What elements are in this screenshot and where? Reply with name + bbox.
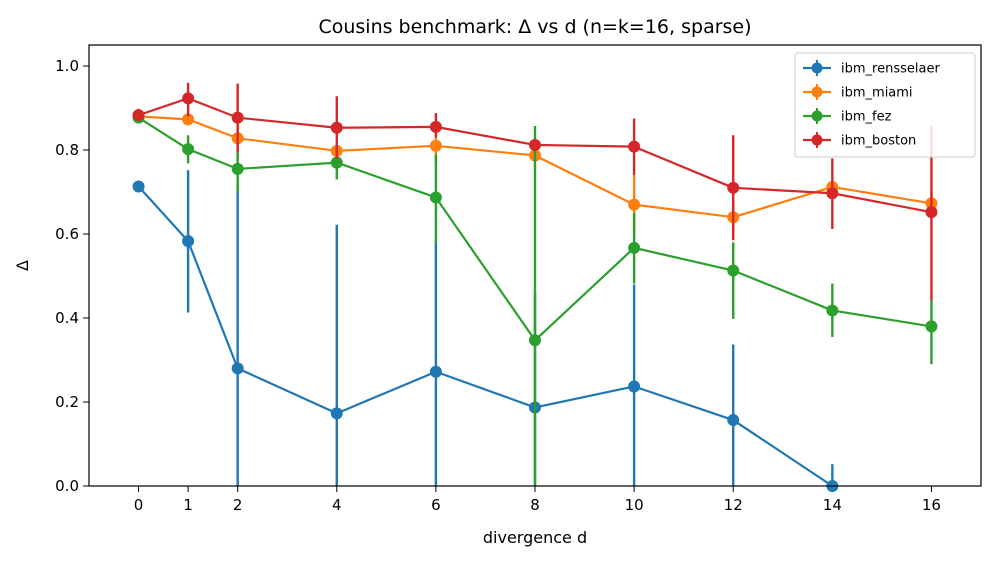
- data-point: [429, 120, 442, 133]
- legend-box: [794, 52, 976, 158]
- y-tick-label: 0.6: [55, 225, 79, 243]
- data-point: [925, 320, 938, 333]
- legend-marker: [811, 62, 823, 74]
- x-tick-label: 0: [134, 496, 144, 514]
- data-point: [727, 181, 740, 194]
- x-tick-label: 8: [530, 496, 540, 514]
- chart-title: Cousins benchmark: Δ vs d (n=k=16, spars…: [318, 16, 751, 38]
- legend-marker: [811, 110, 823, 122]
- data-point: [826, 187, 839, 200]
- data-point: [231, 111, 244, 124]
- data-point: [429, 365, 442, 378]
- y-tick-label: 1.0: [55, 57, 79, 75]
- y-tick-label: 0.4: [55, 309, 79, 327]
- legend-item: ibm_rensselaer: [803, 60, 940, 77]
- x-tick-label: 2: [233, 496, 243, 514]
- series-line: [138, 115, 932, 219]
- data-point: [231, 162, 244, 175]
- x-axis: 0 1 2 4 6 8 10 12 14 16: [134, 486, 941, 514]
- data-point: [182, 113, 195, 126]
- series-line: [138, 97, 932, 214]
- y-tick-label: 0.2: [55, 393, 79, 411]
- legend-label: ibm_boston: [841, 134, 916, 149]
- series-ibm_fez: [132, 111, 938, 486]
- data-point: [628, 241, 641, 254]
- x-tick-label: 14: [823, 496, 842, 514]
- series-line: [137, 116, 932, 342]
- series-ibm_rensselaer: [132, 170, 839, 492]
- y-axis: 0.0 0.2 0.4 0.6 0.8 1.0: [55, 57, 89, 495]
- data-point: [182, 92, 195, 105]
- data-point: [727, 264, 740, 277]
- data-point: [925, 206, 938, 219]
- data-point: [330, 156, 343, 169]
- data-point: [727, 414, 740, 427]
- legend-label: ibm_fez: [841, 110, 892, 125]
- x-tick-label: 6: [431, 496, 441, 514]
- legend-item: ibm_fez: [803, 108, 892, 125]
- x-tick-label: 4: [332, 496, 342, 514]
- x-tick-label: 10: [625, 496, 644, 514]
- data-point: [429, 139, 442, 152]
- legend: ibm_rensselaer ibm_miami ibm_fez ibm_boston: [794, 52, 976, 158]
- legend-label: ibm_rensselaer: [841, 62, 940, 77]
- x-tick-label: 16: [922, 496, 941, 514]
- data-point: [628, 198, 641, 211]
- data-point: [529, 334, 541, 347]
- y-tick-label: 0.0: [55, 477, 79, 495]
- x-axis-label: divergence d: [483, 528, 587, 547]
- plot-border: [88, 44, 982, 487]
- data-point: [182, 143, 195, 156]
- legend-marker: [811, 134, 823, 146]
- data-point: [132, 180, 145, 193]
- data-point: [231, 362, 244, 375]
- y-axis-label: Δ: [13, 260, 32, 271]
- data-point: [330, 407, 343, 420]
- data-point: [529, 138, 541, 151]
- y-tick-label: 0.8: [55, 141, 79, 159]
- legend-marker: [811, 86, 823, 98]
- legend-item: ibm_miami: [803, 84, 913, 101]
- legend-label: ibm_miami: [841, 86, 913, 101]
- x-tick-label: 12: [724, 496, 743, 514]
- data-point: [330, 121, 343, 134]
- series-layer: [132, 82, 938, 492]
- data-point: [132, 109, 145, 122]
- legend-item: ibm_boston: [803, 132, 916, 149]
- data-point: [628, 140, 641, 153]
- data-point: [429, 191, 442, 204]
- data-point: [182, 235, 195, 248]
- data-point: [628, 380, 641, 393]
- x-tick-label: 1: [183, 496, 193, 514]
- data-point: [826, 304, 839, 317]
